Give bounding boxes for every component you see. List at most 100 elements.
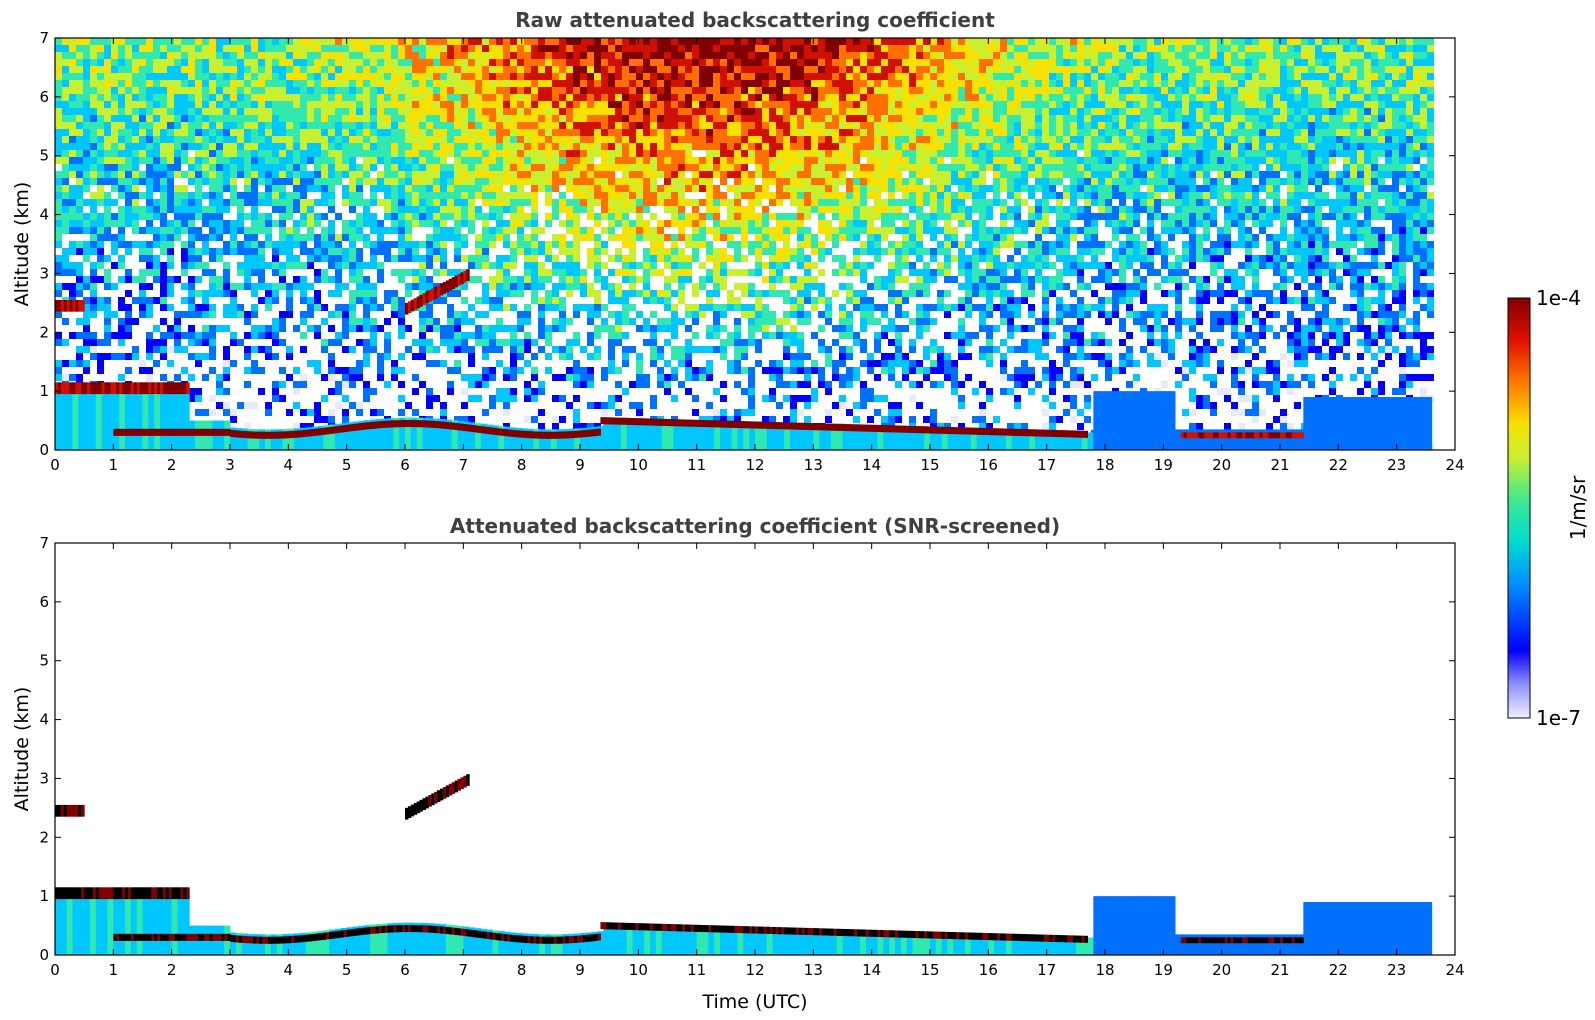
noise-cell: [678, 178, 685, 185]
noise-cell: [853, 122, 860, 129]
noise-cell: [111, 80, 118, 87]
noise-cell: [1112, 115, 1119, 122]
noise-cell: [1105, 38, 1112, 45]
noise-cell: [1378, 94, 1385, 101]
noise-cell: [391, 108, 398, 115]
noise-cell: [1399, 52, 1406, 59]
noise-cell: [846, 66, 853, 73]
noise-cell: [468, 87, 475, 94]
noise-cell: [160, 87, 167, 94]
noise-cell: [650, 136, 657, 143]
noise-cell: [405, 94, 412, 101]
noise-cell: [930, 192, 937, 199]
noise-cell: [279, 178, 286, 185]
noise-cell: [76, 45, 83, 52]
noise-cell: [1182, 213, 1189, 220]
noise-cell: [839, 115, 846, 122]
noise-cell: [111, 220, 118, 227]
noise-cell: [293, 157, 300, 164]
noise-cell: [230, 73, 237, 80]
noise-cell: [90, 66, 97, 73]
noise-cell: [1049, 45, 1056, 52]
noise-cell: [489, 80, 496, 87]
noise-cell: [713, 157, 720, 164]
noise-cell: [1084, 122, 1091, 129]
noise-cell: [874, 136, 881, 143]
noise-cell: [1413, 115, 1420, 122]
noise-cell: [1126, 150, 1133, 157]
noise-cell: [153, 59, 160, 66]
noise-cell: [748, 213, 755, 220]
noise-cell: [734, 66, 741, 73]
noise-cell: [629, 192, 636, 199]
noise-cell: [97, 150, 104, 157]
noise-cell: [468, 45, 475, 52]
noise-cell: [1322, 101, 1329, 108]
noise-cell: [1021, 38, 1028, 45]
noise-cell: [307, 66, 314, 73]
noise-cell: [62, 185, 69, 192]
noise-cell: [1315, 185, 1322, 192]
noise-cell: [888, 206, 895, 213]
noise-cell: [1322, 122, 1329, 129]
noise-cell: [62, 178, 69, 185]
noise-cell: [1203, 59, 1210, 66]
noise-cell: [1224, 73, 1231, 80]
noise-cell: [923, 150, 930, 157]
noise-cell: [1147, 136, 1154, 143]
noise-cell: [377, 73, 384, 80]
noise-cell: [790, 199, 797, 206]
noise-cell: [1385, 108, 1392, 115]
noise-cell: [629, 185, 636, 192]
noise-cell: [167, 136, 174, 143]
noise-cell: [1182, 136, 1189, 143]
noise-cell: [419, 136, 426, 143]
noise-cell: [685, 66, 692, 73]
noise-cell: [1322, 87, 1329, 94]
noise-cell: [104, 192, 111, 199]
noise-cell: [881, 164, 888, 171]
noise-cell: [965, 164, 972, 171]
noise-cell: [1252, 115, 1259, 122]
noise-cell: [1042, 73, 1049, 80]
noise-cell: [307, 157, 314, 164]
noise-cell: [1371, 122, 1378, 129]
noise-cell: [1231, 206, 1238, 213]
noise-cell: [1028, 87, 1035, 94]
noise-cell: [986, 122, 993, 129]
noise-cell: [1021, 80, 1028, 87]
noise-cell: [1224, 206, 1231, 213]
noise-cell: [1273, 150, 1280, 157]
noise-cell: [951, 143, 958, 150]
noise-cell: [1175, 115, 1182, 122]
noise-cell: [580, 192, 587, 199]
noise-cell: [125, 129, 132, 136]
noise-cell: [440, 164, 447, 171]
noise-cell: [846, 150, 853, 157]
noise-cell: [755, 115, 762, 122]
noise-cell: [832, 122, 839, 129]
noise-cell: [496, 108, 503, 115]
noise-cell: [1168, 66, 1175, 73]
noise-cell: [293, 171, 300, 178]
noise-cell: [174, 143, 181, 150]
noise-cell: [356, 150, 363, 157]
noise-cell: [174, 206, 181, 213]
noise-cell: [1364, 101, 1371, 108]
noise-cell: [678, 192, 685, 199]
noise-cell: [1350, 45, 1357, 52]
noise-cell: [279, 192, 286, 199]
noise-cell: [1322, 199, 1329, 206]
noise-cell: [1259, 150, 1266, 157]
noise-cell: [1413, 150, 1420, 157]
noise-cell: [1098, 129, 1105, 136]
noise-cell: [874, 143, 881, 150]
noise-cell: [1161, 136, 1168, 143]
noise-cell: [811, 66, 818, 73]
noise-cell: [692, 171, 699, 178]
noise-cell: [783, 73, 790, 80]
noise-cell: [1371, 185, 1378, 192]
noise-cell: [412, 108, 419, 115]
noise-cell: [1252, 52, 1259, 59]
noise-cell: [552, 94, 559, 101]
